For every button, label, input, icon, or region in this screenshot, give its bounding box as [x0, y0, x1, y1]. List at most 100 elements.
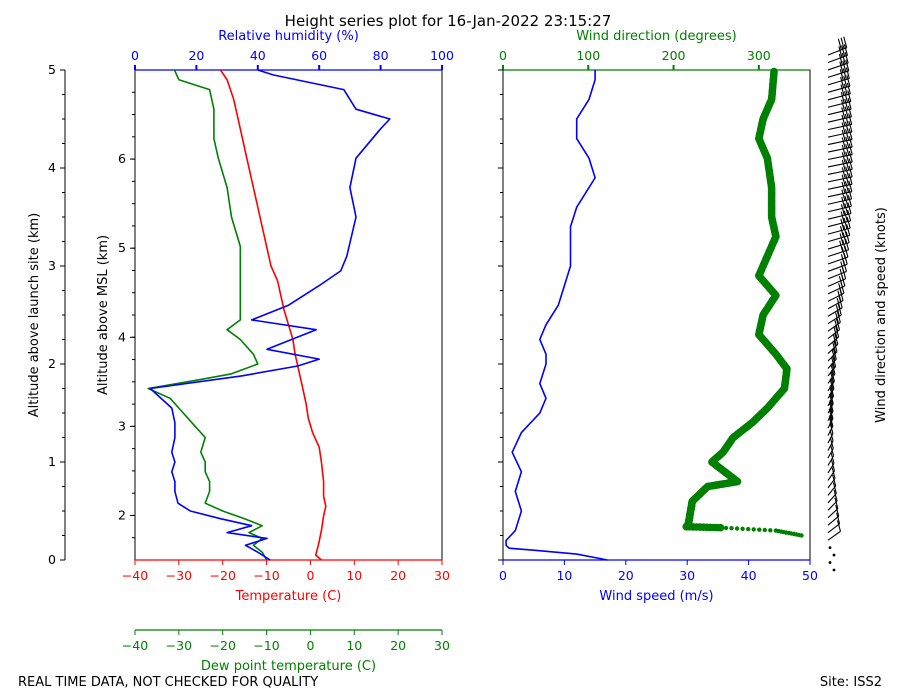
wind-barb	[827, 209, 852, 228]
wind-barb-feather	[839, 69, 844, 81]
wind-barb-feather	[845, 59, 850, 71]
wind-barb-shaft	[827, 271, 847, 280]
wind-barb-shaft	[827, 508, 839, 519]
wind-barb	[827, 505, 840, 526]
wind-barb-feather	[836, 512, 841, 524]
wind-barb-shaft	[827, 500, 838, 511]
wind-barb-feather	[842, 60, 847, 72]
wind-barb	[827, 113, 853, 131]
msl-altitude-axis-label: Altitude above MSL (km)	[96, 235, 111, 395]
wspd-tick-label: 40	[741, 568, 757, 583]
wind-barb-feather	[837, 38, 842, 50]
wind-barb-shaft	[827, 131, 853, 138]
wind-barb-shaft	[827, 463, 835, 474]
wind-barb-shaft	[827, 485, 837, 496]
wind-barb-feather	[844, 51, 849, 64]
wind-barb	[827, 135, 853, 153]
launch-altitude-tick-label: 1	[48, 454, 56, 469]
wind-barb-feather	[848, 180, 853, 192]
msl-altitude-tick-label: 5	[118, 240, 126, 255]
wind-barb-feather	[846, 217, 851, 229]
wind-direction-point	[770, 67, 778, 76]
wind-barb	[827, 44, 848, 63]
wind-barb-feather	[843, 210, 848, 222]
wind-barb-feather	[840, 92, 845, 104]
wind-barb-shaft	[827, 242, 850, 250]
footer-site: Site: ISS2	[820, 675, 882, 690]
wind-barb-feather	[847, 90, 852, 102]
wspd-tick-label: 10	[556, 568, 572, 583]
wind-barb-feather	[841, 144, 846, 157]
wind-barb-feather	[838, 46, 843, 58]
wind-barb-calm	[832, 568, 836, 572]
barbs-axis-label: Wind direction and speed (knots)	[874, 207, 889, 423]
wind-barb-shaft	[827, 191, 852, 198]
wind-barb	[827, 231, 850, 250]
wind-barb-shaft	[827, 116, 852, 123]
wind-barb-feather	[841, 152, 846, 164]
wind-barb	[827, 90, 852, 108]
wind-barb-feather	[834, 497, 839, 509]
wind-barb-shaft	[827, 154, 853, 161]
wind-barb-feather	[848, 135, 853, 148]
wind-panel: 0 10 20 30 40 50 Wind speed (m/s) 0 100 200 300 Win…	[498, 29, 889, 604]
wind-barb-shaft	[827, 62, 849, 71]
wind-barb	[827, 195, 852, 213]
wind-barb-feather	[848, 158, 853, 170]
wind-barb-feather	[841, 129, 846, 142]
wdir-tick-label: 300	[747, 48, 771, 63]
wind-barb-feather	[839, 226, 845, 238]
temperature-tick-label: 0	[306, 568, 314, 583]
wind-barb	[827, 512, 841, 534]
wind-barb-feather	[839, 61, 844, 73]
wind-barb-shaft	[827, 161, 853, 168]
wind-barb-feather	[841, 196, 846, 209]
wind-barb-calm	[828, 561, 832, 564]
wind-barb-feather	[848, 143, 853, 155]
wind-barb	[827, 82, 851, 101]
wind-barb-feather	[840, 84, 845, 96]
wind-barb-shaft	[827, 249, 849, 258]
wind-direction-point	[740, 526, 745, 531]
wind-barb-feather	[840, 211, 845, 223]
wind-barb-feather	[843, 217, 848, 230]
wind-barb-feather	[840, 204, 845, 216]
wind-barb-shaft	[827, 54, 848, 63]
wind-barb-feather	[840, 76, 845, 89]
wind-barb-shaft	[827, 395, 835, 407]
wind-barb-feather	[843, 75, 848, 88]
wind-barb-feather	[843, 36, 848, 48]
wind-barb-feather	[844, 121, 850, 133]
msl-altitude-tick-label: 3	[118, 418, 126, 433]
wind-barb-feather	[847, 195, 852, 207]
wind-barb-feather	[846, 82, 851, 95]
wind-barb-feather	[842, 68, 847, 80]
wind-barb-feather	[841, 137, 846, 149]
wind-barb-feather	[841, 99, 846, 111]
wind-barb-feather	[848, 187, 853, 200]
temperature-axis-label: Temperature (C)	[235, 589, 342, 604]
wind-barb-feather	[840, 37, 845, 49]
wdir-axis-label: Wind direction (degrees)	[576, 29, 736, 44]
wind-barb-shaft	[827, 336, 839, 347]
wind-barb	[827, 143, 853, 161]
wind-barb-feather	[843, 225, 848, 237]
wind-barb-shaft	[827, 198, 852, 205]
wind-barb	[827, 51, 849, 71]
wind-barb-feather	[847, 98, 852, 110]
wind-barb-feather	[842, 239, 847, 251]
wind-barb-feather	[844, 195, 849, 208]
wind-barb-shaft	[827, 220, 851, 228]
rh-tick-label: 0	[131, 48, 139, 63]
wind-barb	[827, 98, 852, 116]
wind-barb-feather	[844, 203, 849, 215]
wind-barb	[827, 497, 839, 519]
dewpoint-tick-label: 30	[434, 638, 450, 653]
launch-altitude-tick-label: 3	[48, 258, 56, 273]
dewpoint-axis-label: Dew point temperature (C)	[201, 659, 376, 674]
rh-tick-label: 100	[430, 48, 454, 63]
wind-barb-feather	[841, 114, 846, 127]
wind-barb-shaft	[827, 418, 834, 429]
chart-title: Height series plot for 16-Jan-2022 23:15…	[285, 12, 612, 30]
